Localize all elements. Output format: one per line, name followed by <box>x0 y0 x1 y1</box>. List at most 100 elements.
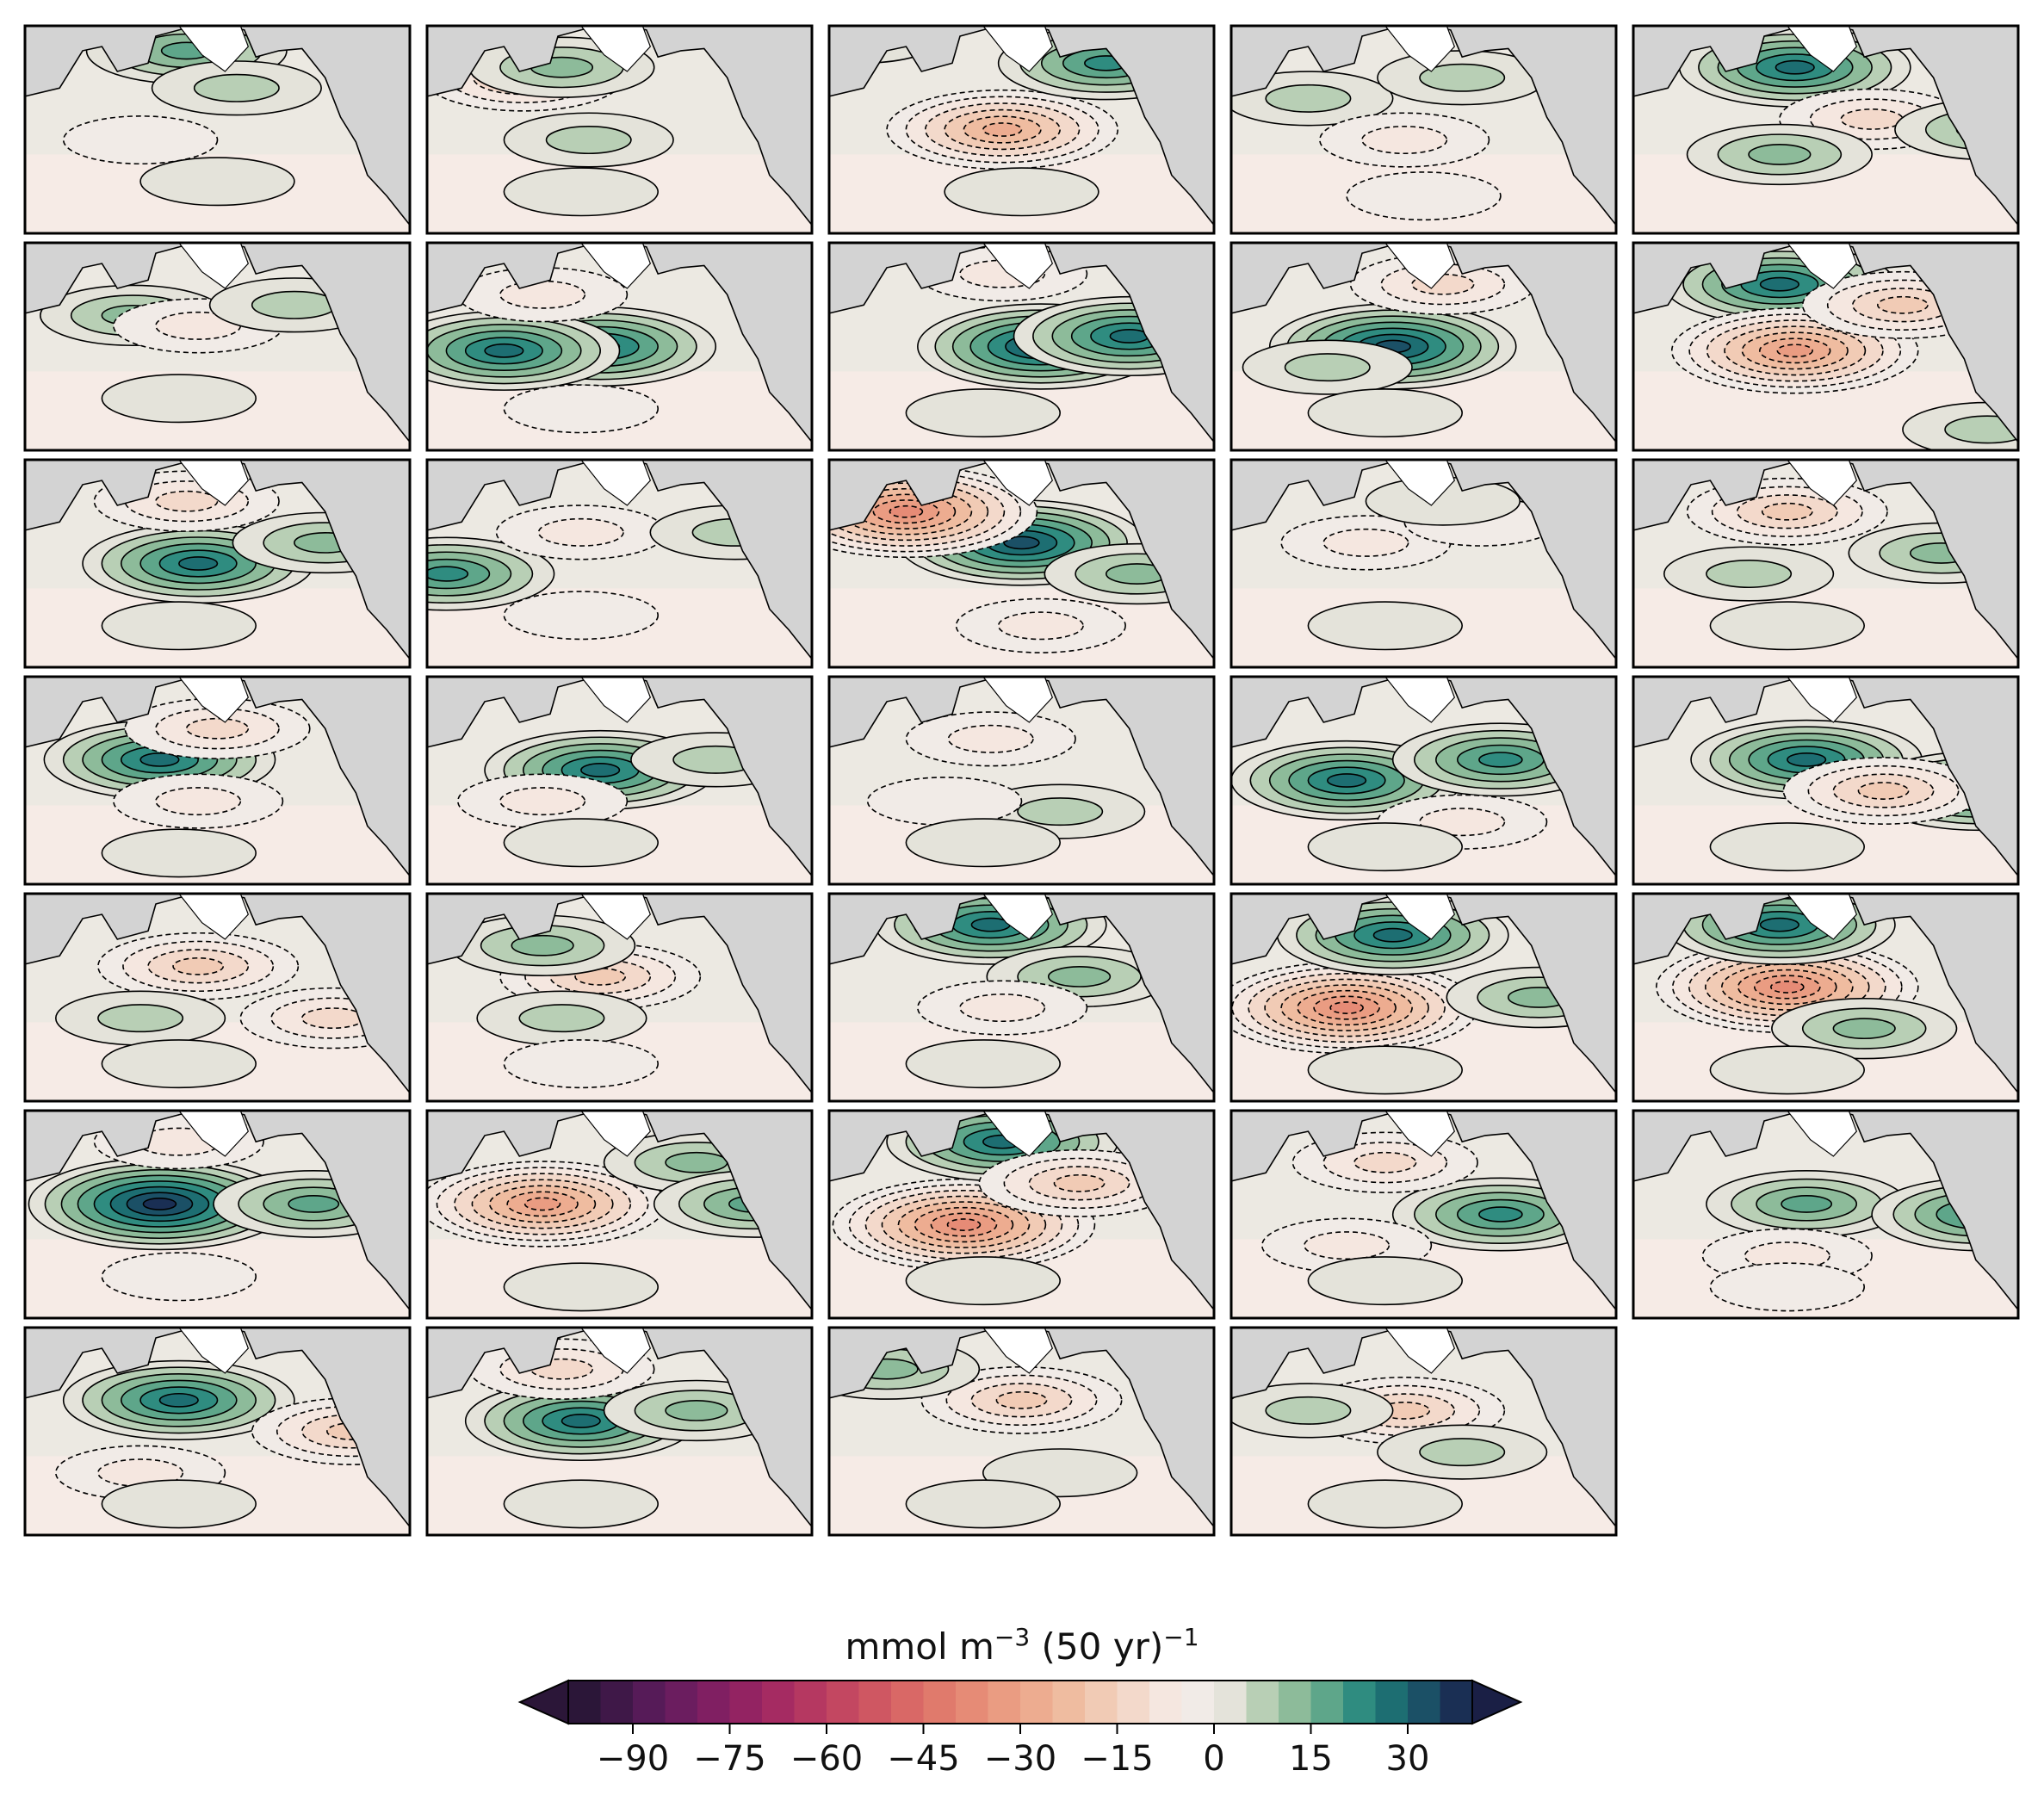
contour-region <box>1307 388 1464 438</box>
colorbar-cell <box>1149 1681 1183 1724</box>
contour-region <box>561 1414 601 1428</box>
panel-frame <box>425 458 814 669</box>
contour-region <box>503 1479 659 1529</box>
coastline <box>1230 1110 1617 1319</box>
map-panel <box>23 458 412 669</box>
map-panel <box>1632 241 2020 452</box>
panel-frame <box>1632 458 2020 669</box>
colorbar-cell <box>827 1681 860 1724</box>
contour-region <box>1709 822 1866 872</box>
map-panel <box>425 1326 814 1537</box>
contour-region <box>1787 752 1827 767</box>
colorbar-label: mmol m−3 (50 yr)−1 <box>845 1623 1199 1669</box>
contour-region <box>503 818 659 868</box>
map-panel <box>425 24 814 235</box>
contour-region <box>301 1007 365 1030</box>
contour-region <box>499 280 586 309</box>
panel-frame <box>827 24 1216 235</box>
coastline <box>828 1110 1215 1319</box>
contour-region <box>499 787 586 816</box>
contour-region <box>1047 966 1112 987</box>
colorbar-cell <box>1052 1681 1086 1724</box>
colorbar-cell <box>891 1681 925 1724</box>
map-panel <box>1632 892 2020 1103</box>
contour-region <box>503 384 659 434</box>
contour-region <box>1781 1195 1833 1213</box>
panel-frame <box>1229 1326 1618 1537</box>
contour-region <box>1857 782 1910 800</box>
map-panel <box>827 1109 1216 1320</box>
panel-frame <box>827 1326 1216 1537</box>
coastline <box>828 1327 1215 1536</box>
contour-region <box>545 126 632 155</box>
panel-frame <box>425 892 814 1103</box>
coastline <box>426 242 813 451</box>
map-panel <box>1229 675 1618 886</box>
contour-region <box>1284 353 1371 382</box>
map-panel <box>1229 24 1618 235</box>
contour-region <box>1478 1206 1523 1223</box>
contour-region <box>537 517 624 547</box>
contour-region <box>97 1004 184 1033</box>
colorbar-cell <box>633 1681 666 1724</box>
coastline <box>828 25 1215 234</box>
contour-region <box>947 724 1034 753</box>
colorbar-tick-label: −30 <box>984 1739 1056 1779</box>
contour-region <box>1478 752 1523 768</box>
coastline <box>24 242 411 451</box>
map-panel <box>425 675 814 886</box>
contour-region <box>101 1252 257 1302</box>
contour-region <box>905 388 1062 438</box>
contour-region <box>511 934 574 957</box>
map-panel <box>827 1326 1216 1537</box>
panel-frame <box>1229 241 1618 452</box>
coastline <box>24 25 411 234</box>
colorbar-cell <box>1408 1681 1441 1724</box>
map-panel <box>1229 458 1618 669</box>
map-panel <box>425 892 814 1103</box>
contour-region <box>484 343 524 358</box>
panel-frame <box>425 1326 814 1537</box>
coastline <box>1230 1327 1617 1536</box>
contour-region <box>1307 601 1464 651</box>
contour-region <box>1307 1256 1464 1306</box>
map-panel <box>827 24 1216 235</box>
contour-region <box>288 1195 340 1213</box>
contour-region <box>155 490 219 512</box>
contour-region <box>101 828 257 878</box>
panel-frame <box>1632 24 2020 235</box>
panel-frame <box>1229 458 1618 669</box>
colorbar-tick-label: −90 <box>597 1739 669 1779</box>
coastline <box>24 459 411 668</box>
contour-region <box>101 1039 257 1089</box>
colorbar-cell <box>729 1681 763 1724</box>
contour-region <box>1265 1396 1352 1425</box>
contour-region <box>1307 1045 1464 1095</box>
coastline <box>1230 25 1617 234</box>
panel-frame <box>1632 675 2020 886</box>
panel-frame <box>23 1326 412 1537</box>
colorbar-cell <box>1440 1681 1473 1724</box>
colorbar-extend-min <box>517 1679 569 1725</box>
panel-frame <box>1229 1109 1618 1320</box>
contour-region <box>155 787 242 816</box>
map-panel <box>1229 892 1618 1103</box>
map-panel <box>827 675 1216 886</box>
contour-region <box>158 1392 199 1408</box>
contour-region <box>1761 502 1813 521</box>
colorbar-ticks: −90 −75 −60 −45 −30 −15 0 15 30 <box>597 1724 1429 1779</box>
map-panel <box>827 241 1216 452</box>
coastline <box>1632 893 2019 1102</box>
panel-frame <box>827 1109 1216 1320</box>
contour-region <box>665 1400 728 1421</box>
coastline <box>426 676 813 885</box>
contour-region <box>101 1479 257 1529</box>
colorbar-cell <box>988 1681 1021 1724</box>
colorbar-cell <box>1117 1681 1150 1724</box>
contour-region <box>665 1151 728 1173</box>
map-panel <box>23 1326 412 1537</box>
coastline <box>1632 25 2019 234</box>
contour-region <box>1419 808 1506 837</box>
colorbar-cell <box>697 1681 731 1724</box>
contour-region <box>1353 1151 1417 1173</box>
